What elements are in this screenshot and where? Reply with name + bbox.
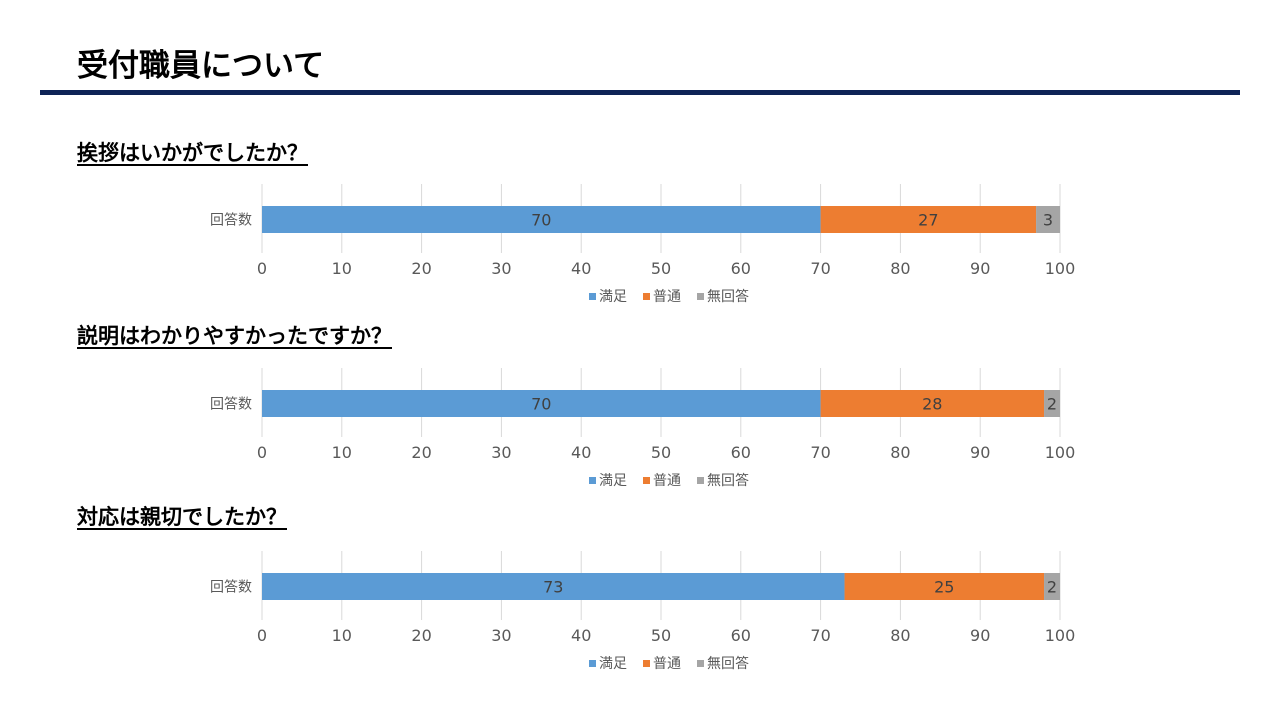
- legend-label: 普通: [653, 656, 681, 672]
- data-label: 27: [918, 211, 938, 230]
- data-label: 70: [531, 395, 551, 414]
- question-greeting: 挨拶はいかがでしたか？: [77, 141, 308, 165]
- title-divider: [40, 90, 1240, 95]
- data-label: 73: [543, 578, 563, 597]
- tick-label: 80: [890, 626, 910, 645]
- tick-label: 10: [332, 259, 352, 278]
- tick-label: 40: [571, 259, 591, 278]
- legend-swatch: [589, 293, 596, 300]
- tick-label: 40: [571, 443, 591, 462]
- legend-swatch: [643, 660, 650, 667]
- bar-segment: [1044, 390, 1060, 417]
- legend: 満足 普通 無回答: [589, 472, 749, 489]
- category-label: 回答数: [210, 396, 252, 413]
- legend-swatch: [697, 477, 704, 484]
- bar-segment: [844, 573, 1045, 600]
- tick-label: 10: [332, 626, 352, 645]
- tick-label: 80: [890, 443, 910, 462]
- tick-label: 0: [257, 626, 267, 645]
- category-label: 回答数: [210, 212, 252, 229]
- bar-segment: [262, 573, 845, 600]
- data-label: 28: [922, 395, 942, 414]
- legend-swatch: [697, 293, 704, 300]
- tick-label: 100: [1045, 443, 1076, 462]
- chart-kindness: 回答数 73 25 2 0 10 20 30 40 50 60 70 80 90 100 満足 普通 無回答: [0, 545, 1280, 675]
- legend-label: 普通: [653, 289, 681, 305]
- legend-swatch: [697, 660, 704, 667]
- legend-swatch: [643, 293, 650, 300]
- tick-label: 30: [491, 626, 511, 645]
- chart-explanation: 回答数 70 28 2 0 10 20 30 40 50 60 70 80 90 100 満足 普通 無回答: [0, 362, 1280, 492]
- legend-swatch: [643, 477, 650, 484]
- tick-label: 70: [810, 626, 830, 645]
- tick-label: 0: [257, 259, 267, 278]
- legend: 満足 普通 無回答: [589, 288, 749, 305]
- legend-label: 満足: [599, 656, 627, 672]
- tick-label: 70: [810, 443, 830, 462]
- tick-label: 20: [411, 626, 431, 645]
- data-label: 25: [934, 578, 954, 597]
- tick-label: 90: [970, 443, 990, 462]
- chart-greeting: 回答数 70 27 3 0 10 20 30 40 50 60 70 80 90 100 満足 普通 無回答: [0, 178, 1280, 308]
- bar-segment: [820, 390, 1045, 417]
- legend-label: 満足: [599, 473, 627, 489]
- question-explanation: 説明はわかりやすかったですか？: [77, 324, 392, 348]
- legend-label: 無回答: [707, 655, 749, 672]
- tick-label: 60: [731, 259, 751, 278]
- legend-label: 無回答: [707, 288, 749, 305]
- bar-segment: [820, 206, 1037, 233]
- bar-segment: [262, 390, 821, 417]
- bar-segment: [1044, 573, 1060, 600]
- legend-label: 普通: [653, 473, 681, 489]
- legend-swatch: [589, 660, 596, 667]
- tick-label: 10: [332, 443, 352, 462]
- tick-label: 90: [970, 259, 990, 278]
- tick-label: 20: [411, 443, 431, 462]
- tick-label: 40: [571, 626, 591, 645]
- tick-label: 50: [651, 443, 671, 462]
- tick-label: 100: [1045, 626, 1076, 645]
- legend-swatch: [589, 477, 596, 484]
- tick-label: 30: [491, 443, 511, 462]
- data-label: 3: [1043, 211, 1053, 230]
- question-kindness: 対応は親切でしたか？: [77, 505, 287, 529]
- tick-label: 50: [651, 259, 671, 278]
- legend-label: 満足: [599, 289, 627, 305]
- tick-label: 60: [731, 443, 751, 462]
- tick-label: 0: [257, 443, 267, 462]
- data-label: 70: [531, 211, 551, 230]
- data-label: 2: [1047, 395, 1057, 414]
- bar-segment: [1036, 206, 1060, 233]
- data-label: 2: [1047, 578, 1057, 597]
- category-label: 回答数: [210, 579, 252, 596]
- tick-label: 80: [890, 259, 910, 278]
- legend-label: 無回答: [707, 472, 749, 489]
- tick-label: 50: [651, 626, 671, 645]
- tick-label: 70: [810, 259, 830, 278]
- legend: 満足 普通 無回答: [589, 655, 749, 672]
- bar-segment: [262, 206, 821, 233]
- tick-label: 20: [411, 259, 431, 278]
- tick-label: 100: [1045, 259, 1076, 278]
- tick-label: 90: [970, 626, 990, 645]
- tick-label: 30: [491, 259, 511, 278]
- tick-label: 60: [731, 626, 751, 645]
- slide-title: 受付職員について: [77, 48, 325, 84]
